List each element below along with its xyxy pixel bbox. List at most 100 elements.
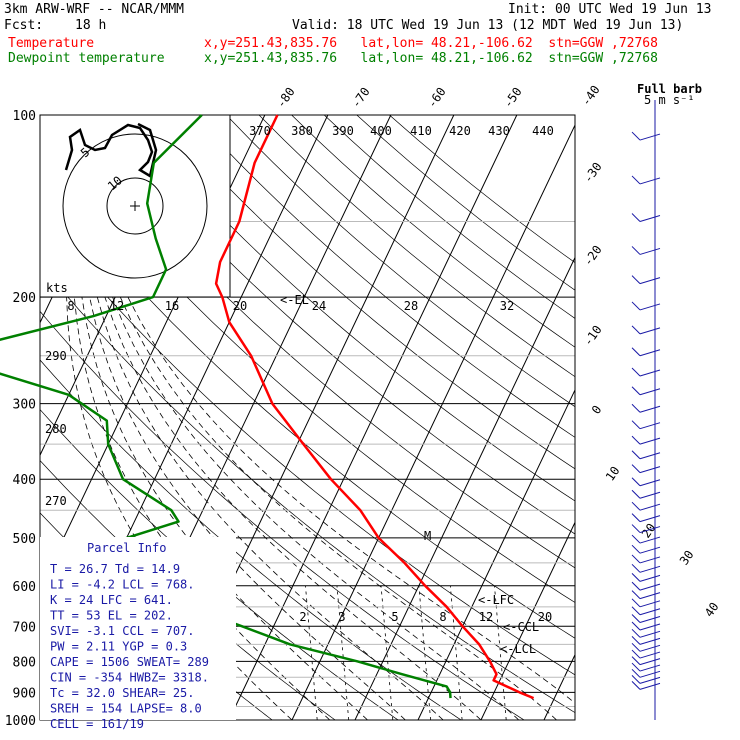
pressure-tick-label: 100 xyxy=(13,109,36,124)
theta-e-label: 410 xyxy=(410,124,432,138)
init-time: Init: 00 UTC Wed 19 Jun 13 xyxy=(508,2,712,17)
mixing-ratio-line xyxy=(305,585,318,720)
wind-barb-flag xyxy=(631,367,641,377)
wind-barb-flag xyxy=(631,614,641,623)
theta-e-label: 400 xyxy=(370,124,392,138)
wind-barb xyxy=(639,536,661,544)
wind-barb xyxy=(639,546,661,554)
sounding-profiles xyxy=(0,114,535,700)
isotherm-label: 40 xyxy=(702,600,722,620)
wind-barb xyxy=(639,651,661,659)
sounding-annotation: M xyxy=(424,529,431,543)
wind-barb-flag xyxy=(631,501,641,511)
isotherm-label: -30 xyxy=(581,160,605,186)
mixing-ratio-line xyxy=(449,585,463,720)
wind-barb-flag xyxy=(631,450,641,460)
wind-barb-flag xyxy=(631,175,641,185)
parcel-info-row: LI = -4.2 LCL = 768. xyxy=(50,578,195,592)
parcel-info-row: Tc = 32.0 SHEAR= 25. xyxy=(50,686,195,700)
wind-barb-flag xyxy=(631,435,641,445)
isotherm-label: -70 xyxy=(349,85,373,111)
wind-barb xyxy=(639,583,661,591)
temperature-profile-line xyxy=(214,114,535,700)
parcel-info-box: Parcel Info T = 26.7 Td = 14.9 LI = -4.2 L… xyxy=(40,537,236,731)
wind-barb xyxy=(639,349,661,357)
wind-barb xyxy=(639,608,661,616)
model-title: 3km ARW-WRF -- NCAR/MMM xyxy=(4,2,185,17)
wind-barb xyxy=(639,177,661,185)
wind-barb-flag xyxy=(631,544,641,554)
wind-barb xyxy=(639,644,661,652)
wind-barb-flag xyxy=(631,681,641,690)
parcel-info-row: SREH = 154 LAPSE= 8.0 xyxy=(50,702,202,716)
wind-barb-flag xyxy=(631,573,641,582)
parcel-info-row: CAPE = 1506 SWEAT= 289 xyxy=(50,655,209,669)
dry-adiabat-line xyxy=(226,115,575,408)
wind-barb-flag xyxy=(631,301,641,311)
wind-barb xyxy=(639,422,661,430)
wind-barb-flag xyxy=(631,403,641,413)
valid-time: Valid: 18 UTC Wed 19 Jun 13 (12 MDT Wed … xyxy=(292,18,684,33)
dewpoint-station-info: x,y=251.43,835.76 lat,lon= 48.21,-106.62… xyxy=(204,51,658,66)
isotherm-label: -60 xyxy=(425,85,449,111)
wind-barb-flag xyxy=(631,477,641,487)
parcel-info-row: CIN = -354 HWBZ= 3318. xyxy=(50,671,209,685)
temperature-legend: Temperature xyxy=(8,36,95,51)
mixing-ratio-line xyxy=(494,585,507,720)
wind-barb xyxy=(639,133,661,141)
wind-barb xyxy=(639,676,661,684)
wind-barb-flag xyxy=(631,668,641,678)
sounding-annotation: <-LFC xyxy=(478,593,514,607)
wind-barb-flag xyxy=(631,563,641,573)
wind-barb xyxy=(639,388,661,396)
isotherm-line xyxy=(417,388,575,720)
wind-barb-flag xyxy=(631,246,641,255)
wind-barb-flag xyxy=(631,489,641,499)
wind-barb xyxy=(639,515,661,523)
sounding-annotation: <-LCL xyxy=(500,642,536,656)
parcel-info-row: K = 24 LFC = 641. xyxy=(50,593,173,607)
wind-barb-flag xyxy=(631,554,641,564)
wind-barb-flag xyxy=(631,590,641,599)
wind-barb xyxy=(639,369,661,377)
theta-e-label: 390 xyxy=(332,124,354,138)
wind-barb xyxy=(639,600,661,608)
isotherm-label: -80 xyxy=(274,85,298,111)
wind-barb xyxy=(639,491,661,499)
wind-barb xyxy=(639,556,661,564)
parcel-info-title: Parcel Info xyxy=(87,541,166,555)
sounding-annotation: <-CCL xyxy=(503,620,539,634)
pressure-tick-label: 1000 xyxy=(5,714,36,729)
wind-barb-flag xyxy=(631,534,641,544)
parcel-info-background xyxy=(40,537,236,720)
theta-e-label: 370 xyxy=(249,124,271,138)
hodograph-scale-label: 20 xyxy=(233,299,247,313)
wind-barb-flag xyxy=(631,386,641,396)
dewpoint-profile-line xyxy=(0,114,452,699)
wind-barb xyxy=(639,215,661,223)
wind-barb xyxy=(639,637,661,645)
forecast-label: Fcst: xyxy=(4,18,44,33)
parcel-info-row: TT = 53 EL = 202. xyxy=(50,609,173,623)
wind-barb xyxy=(639,630,661,638)
isotherm-line xyxy=(733,115,740,720)
pressure-tick-label: 800 xyxy=(13,655,36,670)
wind-barb xyxy=(639,682,661,690)
hodograph-scale-label: 12 xyxy=(110,299,124,313)
wind-barb-flag xyxy=(631,636,641,645)
wind-barb xyxy=(639,664,661,672)
mixing-ratio-line xyxy=(418,585,431,720)
isotherm-line xyxy=(291,123,575,720)
hodograph-ring-outer xyxy=(62,133,208,279)
wind-barb xyxy=(639,574,661,582)
full-barb-legend: Full barb xyxy=(637,82,702,96)
moist-adiabat-line xyxy=(90,238,482,720)
hodograph-scale-label: 32 xyxy=(500,299,514,313)
dry-adiabat-line xyxy=(356,115,575,291)
isotherm-line xyxy=(228,115,518,720)
hodograph-scale-label: 8 xyxy=(67,299,74,313)
wind-barb xyxy=(639,303,661,311)
